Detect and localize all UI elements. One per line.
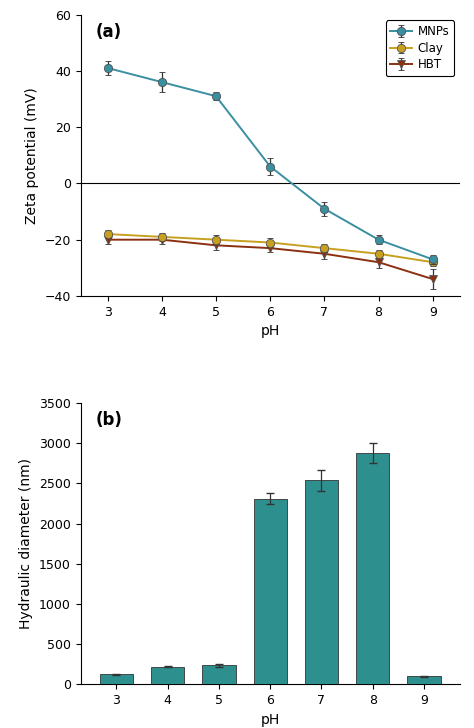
- Y-axis label: Hydraulic diameter (nm): Hydraulic diameter (nm): [19, 458, 34, 629]
- Bar: [100, 674, 133, 684]
- Bar: [202, 665, 236, 684]
- Legend: MNPs, Clay, HBT: MNPs, Clay, HBT: [385, 20, 454, 76]
- Y-axis label: Zeta potential (mV): Zeta potential (mV): [25, 87, 39, 223]
- Bar: [356, 453, 389, 684]
- Text: (a): (a): [96, 23, 122, 41]
- Bar: [254, 499, 287, 684]
- Bar: [151, 667, 184, 684]
- X-axis label: pH: pH: [261, 713, 280, 727]
- Bar: [305, 480, 338, 684]
- Bar: [407, 676, 440, 684]
- Text: (b): (b): [96, 411, 123, 430]
- X-axis label: pH: pH: [261, 324, 280, 339]
